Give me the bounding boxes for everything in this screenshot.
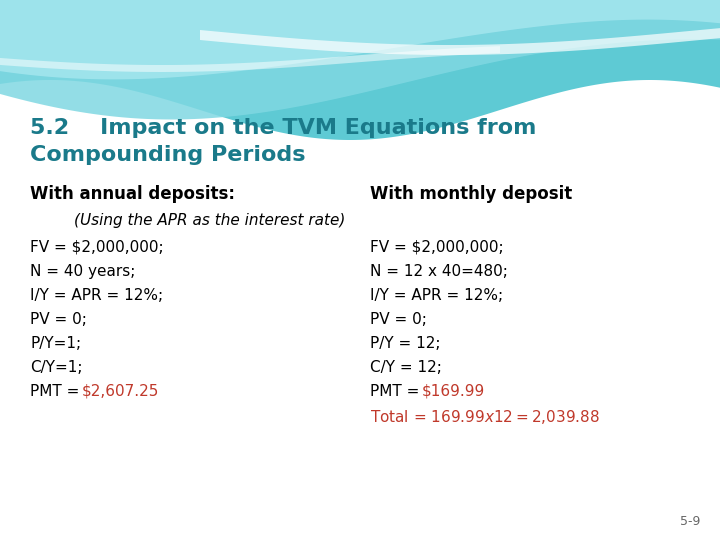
Text: With annual deposits:: With annual deposits: <box>30 185 235 203</box>
Text: PMT =: PMT = <box>370 384 424 399</box>
Text: C/Y=1;: C/Y=1; <box>30 360 83 375</box>
Polygon shape <box>200 28 720 55</box>
Text: $2,607.25: $2,607.25 <box>82 384 159 399</box>
Text: $169.99: $169.99 <box>422 384 485 399</box>
Text: I/Y = APR = 12%;: I/Y = APR = 12%; <box>370 288 503 303</box>
Text: PMT =: PMT = <box>30 384 84 399</box>
Polygon shape <box>0 0 720 140</box>
Text: (Using the APR as the interest rate): (Using the APR as the interest rate) <box>74 213 346 228</box>
Text: P/Y = 12;: P/Y = 12; <box>370 336 441 351</box>
Text: FV = $2,000,000;: FV = $2,000,000; <box>370 240 503 255</box>
Text: Compounding Periods: Compounding Periods <box>30 145 305 165</box>
Text: FV = $2,000,000;: FV = $2,000,000; <box>30 240 163 255</box>
Text: 5-9: 5-9 <box>680 515 700 528</box>
Text: N = 12 x 40=480;: N = 12 x 40=480; <box>370 264 508 279</box>
Polygon shape <box>0 0 720 119</box>
Polygon shape <box>0 46 500 72</box>
Text: PV = 0;: PV = 0; <box>30 312 87 327</box>
Text: P/Y=1;: P/Y=1; <box>30 336 81 351</box>
Text: PV = 0;: PV = 0; <box>370 312 427 327</box>
Text: N = 40 years;: N = 40 years; <box>30 264 135 279</box>
Text: I/Y = APR = 12%;: I/Y = APR = 12%; <box>30 288 163 303</box>
Text: 5.2    Impact on the TVM Equations from: 5.2 Impact on the TVM Equations from <box>30 118 536 138</box>
Text: C/Y = 12;: C/Y = 12; <box>370 360 442 375</box>
Text: With monthly deposit: With monthly deposit <box>370 185 572 203</box>
Polygon shape <box>0 0 720 79</box>
Text: Total = $169.99 x 12 = $2,039.88: Total = $169.99 x 12 = $2,039.88 <box>370 408 600 426</box>
